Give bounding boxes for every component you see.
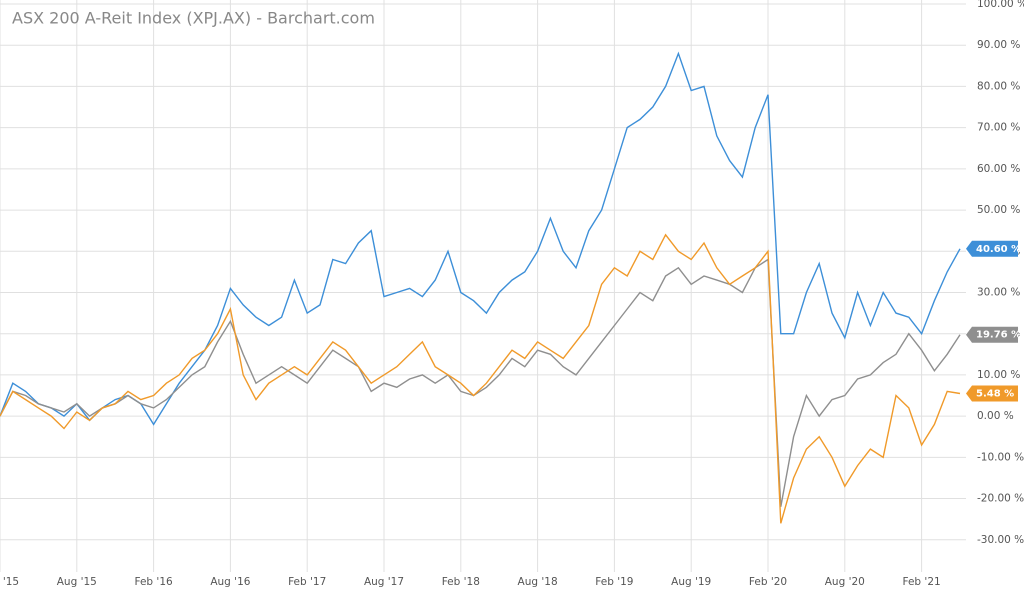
value-label: 5.48 % [976, 389, 1014, 400]
y-tick-label: 70.00 % [977, 122, 1020, 134]
y-tick-label: 10.00 % [977, 369, 1020, 381]
y-tick-label: -10.00 % [977, 451, 1024, 463]
x-tick-label: Feb '16 [135, 576, 173, 588]
y-tick-label: 0.00 % [977, 410, 1014, 422]
x-tick-label: Aug '16 [210, 576, 250, 588]
x-tick-label: Aug '19 [671, 576, 711, 588]
x-tick-label: Feb '18 [442, 576, 480, 588]
y-tick-label: 100.00 % [977, 0, 1024, 10]
x-tick-label: Feb '21 [903, 576, 941, 588]
value-label: 40.60 % [976, 244, 1021, 255]
y-tick-label: 80.00 % [977, 80, 1020, 92]
value-badge [966, 385, 1018, 402]
x-tick-label: Aug '18 [518, 576, 558, 588]
chart-title: ASX 200 A-Reit Index (XPJ.AX) - Barchart… [12, 9, 375, 28]
x-tick-label: Feb '17 [288, 576, 326, 588]
y-tick-label: -20.00 % [977, 493, 1024, 505]
x-tick-label: Feb '20 [749, 576, 787, 588]
value-badge [966, 240, 1018, 257]
series-line [0, 258, 961, 507]
x-tick-label: Feb '19 [595, 576, 633, 588]
value-label: 19.76 % [976, 330, 1021, 341]
value-badge [966, 326, 1018, 343]
series-line [0, 233, 961, 524]
series-line [0, 51, 961, 426]
y-tick-label: 30.00 % [977, 286, 1020, 298]
y-tick-label: 50.00 % [977, 204, 1020, 216]
x-tick-label: Aug '17 [364, 576, 404, 588]
x-tick-label: Aug '20 [825, 576, 865, 588]
y-tick-label: 60.00 % [977, 163, 1020, 175]
x-tick-label: Feb '15 [0, 576, 19, 588]
x-tick-label: Aug '15 [57, 576, 97, 588]
y-tick-label: 90.00 % [977, 39, 1020, 51]
y-tick-label: -30.00 % [977, 534, 1024, 546]
